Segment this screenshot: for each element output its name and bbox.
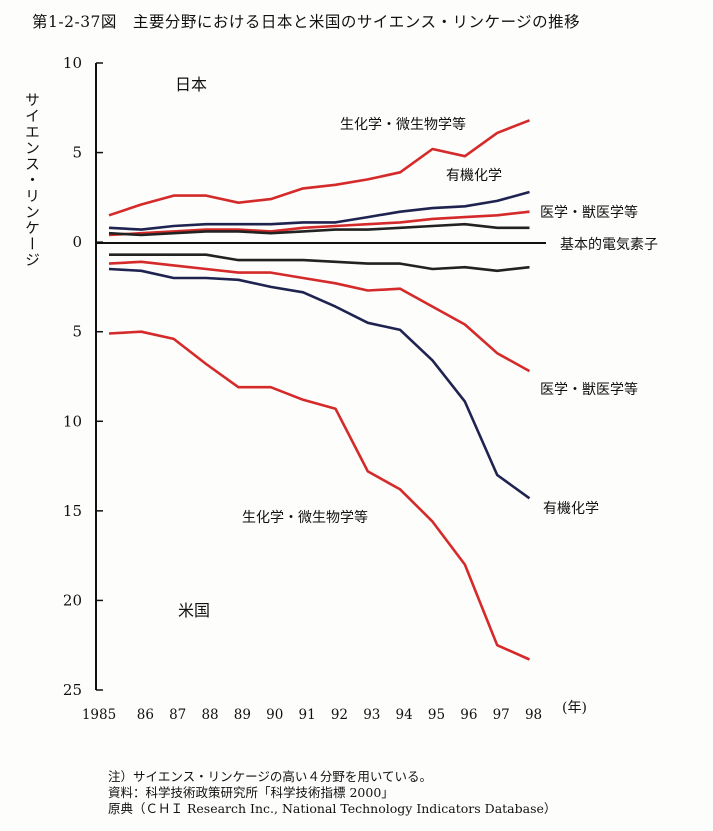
x-tick-label: 92: [331, 707, 348, 723]
x-tick-label: 97: [493, 707, 510, 723]
y-tick-label: 0: [72, 233, 82, 251]
series-line: [108, 267, 531, 500]
y-tick-label: 20: [63, 591, 82, 609]
series-line: [108, 119, 530, 217]
chart-source: 資料：科学技術政策研究所「科学技術指標 2000」: [108, 785, 394, 800]
region-label-usa: 米国: [178, 601, 210, 620]
x-tick-label: 87: [169, 707, 186, 723]
x-tick-label: 91: [299, 707, 316, 723]
series-line: [108, 260, 531, 373]
series-label: 医学・獣医学等: [540, 381, 638, 398]
series-label: 有機化学: [446, 168, 502, 184]
series-line: [109, 253, 530, 273]
x-axis-unit-label: (年): [562, 700, 587, 716]
x-tick-label: 98: [525, 707, 542, 723]
chart-title: 第1-2-37図 主要分野における日本と米国のサイエンス・リンケージの推移: [32, 13, 581, 31]
series-line: [108, 222, 530, 237]
y-tick-label: 15: [63, 502, 82, 520]
x-tick-label: 90: [266, 707, 283, 723]
x-tick-label: 1985: [82, 707, 116, 723]
series-label: 基本的電気素子: [560, 236, 658, 253]
x-tick-label: 95: [428, 707, 445, 723]
series-label: 生化学・微生物学等: [340, 116, 466, 133]
chart-note: 注）サイエンス・リンケージの高い４分野を用いている。: [108, 769, 433, 784]
x-tick-label: 88: [201, 707, 218, 723]
series-line: [108, 190, 530, 231]
x-tick-label: 96: [460, 707, 477, 723]
y-tick-label: 10: [63, 54, 82, 72]
x-tick-label: 93: [363, 707, 380, 723]
region-label-japan: 日本: [175, 75, 207, 94]
series-line: [108, 330, 531, 661]
series-label: 医学・獣医学等: [540, 204, 638, 221]
chart-origin: 原典（ＣＨＩ Research Inc., National Technolog…: [108, 801, 557, 816]
y-axis-label: サイエンス・リンケージ: [23, 92, 41, 268]
series-line: [108, 210, 530, 237]
y-tick-label: 25: [63, 681, 82, 699]
x-tick-label: 89: [234, 707, 251, 723]
y-tick-label: 5: [72, 144, 82, 162]
series-label: 生化学・微生物学等: [242, 509, 368, 526]
y-tick-label: 5: [72, 323, 82, 341]
y-tick-label: 10: [63, 412, 82, 430]
x-tick-label: 86: [137, 707, 154, 723]
x-tick-label: 94: [396, 707, 413, 723]
series-label: 有機化学: [543, 501, 599, 517]
